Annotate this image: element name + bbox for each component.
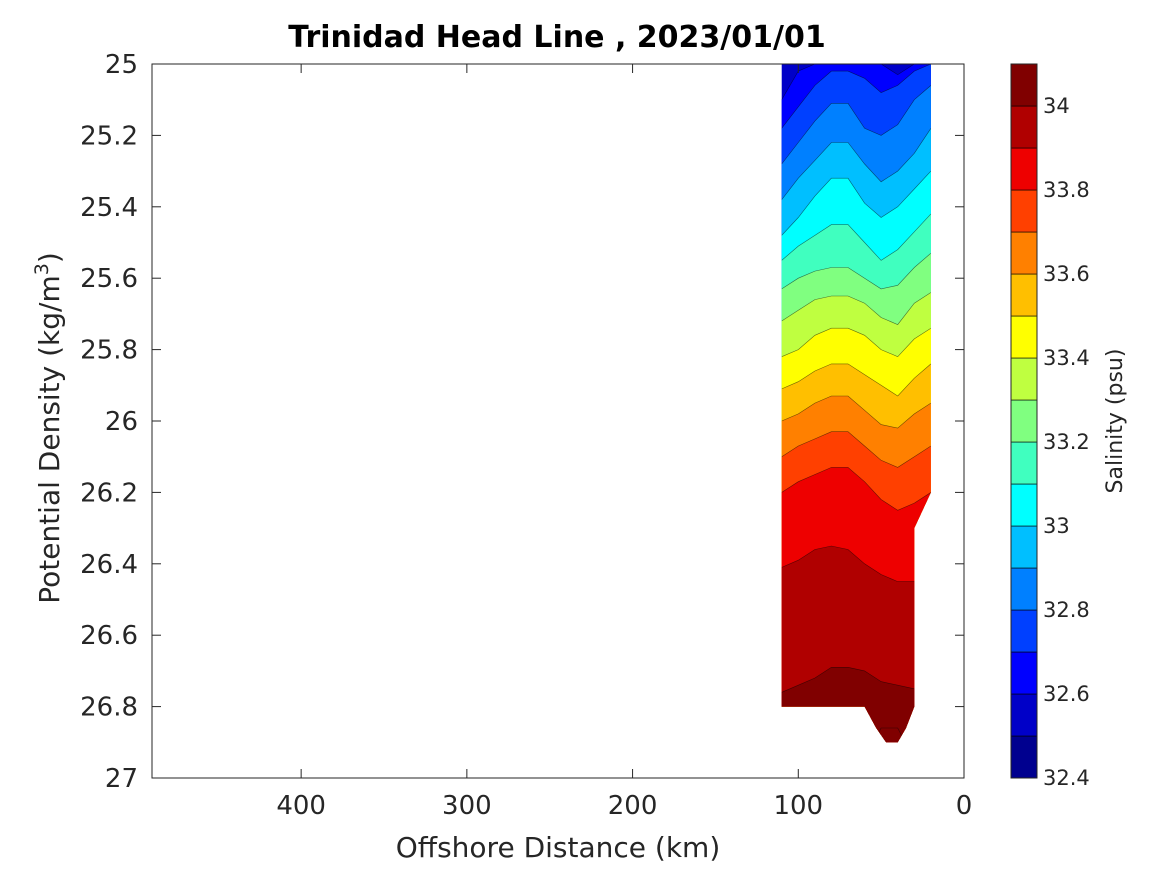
colorbar-swatch	[1010, 441, 1038, 485]
y-tick-label: 26	[105, 407, 138, 437]
y-tick-label: 27	[105, 764, 138, 794]
contour-line-32.7	[781, 64, 931, 129]
colorbar-swatch	[1010, 189, 1038, 233]
contour-line-33.9	[781, 545, 931, 582]
y-tick-label: 25.6	[80, 264, 138, 294]
colorbar-swatch	[1010, 357, 1038, 401]
colorbar-tick-label: 32.8	[1043, 598, 1090, 622]
y-tick-label: 25.8	[80, 336, 138, 366]
y-tick-label: 26.2	[80, 478, 138, 508]
colorbar-swatch	[1010, 273, 1038, 317]
contour-line-33.2	[781, 252, 931, 290]
y-axis-title-superscript: 3	[31, 263, 53, 275]
colorbar-tick-label: 34	[1043, 94, 1070, 118]
colorbar-swatch	[1010, 525, 1038, 569]
y-axis-title: Potential Density (kg/m3)	[31, 252, 66, 604]
contour-line-33.6	[781, 395, 931, 429]
colorbar-title: Salinity (psu)	[1103, 349, 1128, 494]
contour-band-34.1	[781, 728, 931, 743]
x-axis-title: Offshore Distance (km)	[396, 831, 721, 864]
x-tick-label: 0	[956, 791, 973, 821]
salinity-contour-fill	[781, 64, 931, 743]
x-tick-label: 400	[276, 791, 326, 821]
x-tick-label: 300	[442, 791, 492, 821]
colorbar-swatch	[1010, 735, 1038, 779]
colorbar-swatch	[1010, 399, 1038, 443]
y-axis: 25 25.2 25.4 25.6 25.8 26 26.2 26.4 26.6 26.8 27	[80, 50, 964, 794]
contour-line-33.5	[781, 363, 931, 397]
x-tick-label: 200	[608, 791, 658, 821]
x-tick-label: 100	[773, 791, 823, 821]
y-axis-title-main: Potential Density (kg/m	[33, 275, 66, 604]
colorbar-swatch	[1010, 567, 1038, 611]
colorbar-tick-label: 33.2	[1043, 430, 1090, 454]
y-tick-label: 25	[105, 50, 138, 80]
contour-line-33.3	[781, 292, 931, 325]
colorbar-swatch	[1010, 105, 1038, 149]
y-tick-label: 25.2	[80, 121, 138, 151]
colorbar-swatch	[1010, 651, 1038, 695]
y-tick-label: 26.8	[80, 693, 138, 723]
colorbar-tick-label: 32.4	[1043, 766, 1090, 790]
contour-line-32.8	[781, 85, 931, 165]
y-axis-title-close: )	[33, 252, 66, 263]
colorbar: 32.4 32.6 32.8 33 33.2 33.4 33.6 33.8 34	[1010, 63, 1090, 790]
colorbar-swatch	[1010, 483, 1038, 527]
colorbar-tick-label: 32.6	[1043, 682, 1090, 706]
contour-line-32.9	[781, 128, 931, 200]
colorbar-swatch	[1010, 315, 1038, 359]
contour-line-33.4	[781, 327, 931, 358]
contour-line-32.6	[781, 64, 931, 100]
colorbar-tick-label: 33	[1043, 514, 1070, 538]
contour-line-33	[781, 170, 931, 236]
y-tick-label: 26.4	[80, 550, 138, 580]
contour-line-33.8	[781, 467, 931, 511]
colorbar-swatch	[1010, 693, 1038, 737]
salinity-contour-lines	[781, 64, 931, 743]
colorbar-swatch	[1010, 231, 1038, 275]
contour-line-33.1	[781, 213, 931, 261]
chart-title: Trinidad Head Line , 2023/01/01	[288, 20, 825, 55]
colorbar-swatch	[1010, 147, 1038, 191]
x-axis: 400 300 200 100 0	[276, 64, 972, 821]
colorbar-tick-label: 33.8	[1043, 178, 1090, 202]
colorbar-frame	[1010, 63, 1038, 779]
colorbar-tick-label: 33.4	[1043, 346, 1090, 370]
contour-line-33.7	[781, 431, 931, 468]
colorbar-swatch	[1010, 63, 1038, 107]
colorbar-swatch	[1010, 609, 1038, 653]
y-tick-label: 26.6	[80, 621, 138, 651]
y-tick-label: 25.4	[80, 193, 138, 223]
colorbar-tick-label: 33.6	[1043, 262, 1090, 286]
contour-line-34	[781, 666, 931, 693]
